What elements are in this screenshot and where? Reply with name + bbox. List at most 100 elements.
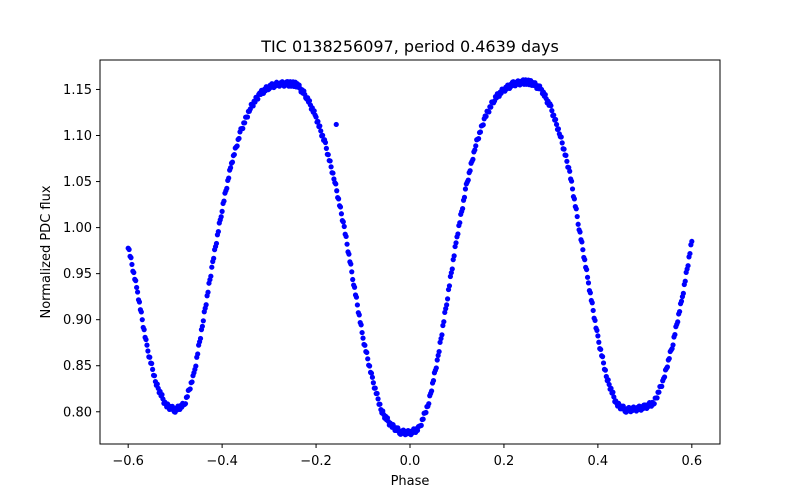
data-point: [461, 194, 468, 200]
data-point: [589, 300, 595, 306]
data-point: [141, 327, 147, 333]
y-tick-label: 1.10: [63, 129, 92, 144]
chart-title: TIC 0138256097, period 0.4639 days: [260, 37, 559, 56]
y-axis-label: Normalized PDC flux: [39, 185, 54, 318]
y-tick-label: 0.90: [63, 313, 92, 328]
data-point: [687, 250, 693, 257]
data-point: [590, 307, 596, 314]
data-point: [453, 240, 459, 246]
data-point: [200, 318, 206, 324]
data-point: [606, 381, 612, 388]
data-point: [323, 145, 329, 151]
data-point: [677, 308, 683, 315]
data-point: [580, 247, 586, 253]
data-point: [659, 383, 665, 389]
data-point: [203, 302, 209, 308]
data-point: [250, 103, 256, 109]
data-point: [569, 186, 576, 192]
data-point: [423, 409, 429, 416]
data-point: [608, 385, 614, 391]
data-point: [564, 158, 570, 164]
y-tick-label: 0.95: [63, 267, 92, 282]
data-point: [318, 128, 324, 134]
data-point: [240, 125, 246, 132]
data-point: [675, 319, 681, 325]
data-point: [338, 211, 345, 217]
data-point: [208, 273, 214, 279]
data-point: [244, 114, 251, 120]
data-point: [159, 392, 165, 398]
data-point: [599, 354, 606, 360]
data-point: [542, 92, 548, 98]
data-point: [460, 206, 466, 212]
y-tick-label: 1.05: [63, 175, 92, 190]
data-point: [369, 374, 376, 380]
data-point: [365, 356, 371, 362]
data-point: [234, 143, 240, 149]
data-point: [195, 351, 201, 357]
x-tick-label: −0.6: [112, 454, 144, 469]
data-point: [333, 181, 339, 187]
data-point: [549, 108, 555, 114]
data-point: [199, 323, 205, 329]
y-tick-label: 0.80: [63, 405, 92, 420]
data-point: [574, 213, 580, 220]
data-point: [138, 309, 144, 315]
data-point: [449, 266, 455, 272]
data-point: [359, 329, 365, 336]
data-point: [651, 401, 657, 407]
data-point: [255, 96, 261, 102]
data-point: [134, 289, 141, 295]
data-point: [306, 98, 313, 104]
data-point: [351, 284, 358, 290]
data-point: [219, 208, 225, 214]
data-point: [315, 118, 321, 125]
data-point: [327, 158, 333, 164]
data-point: [350, 276, 356, 283]
data-point: [444, 302, 450, 308]
data-point: [563, 152, 569, 158]
data-point: [555, 126, 562, 132]
data-point: [322, 139, 329, 146]
data-point: [475, 136, 482, 142]
data-point: [343, 233, 349, 240]
data-point: [418, 422, 424, 428]
data-point: [605, 377, 611, 383]
data-point: [579, 239, 585, 245]
data-point: [368, 370, 375, 376]
data-point: [144, 342, 150, 348]
x-tick-label: 0.2: [494, 454, 515, 469]
data-point: [150, 366, 156, 373]
x-tick-label: −0.4: [206, 454, 238, 469]
data-point: [145, 348, 151, 354]
data-point: [600, 360, 607, 366]
data-point: [584, 274, 591, 280]
data-point: [133, 278, 139, 284]
data-point: [356, 312, 362, 318]
data-point: [226, 175, 232, 181]
data-point: [571, 196, 577, 202]
data-point: [353, 294, 360, 300]
data-point: [611, 394, 617, 400]
data-point: [420, 416, 426, 422]
data-point: [154, 381, 160, 387]
data-point: [346, 251, 352, 257]
data-point: [439, 332, 445, 338]
data-point: [375, 396, 381, 402]
data-point: [465, 177, 471, 183]
data-point: [451, 253, 457, 259]
y-axis: 0.80 0.85 0.90 0.95 1.00 1.05 1.10 1.15: [63, 83, 100, 420]
data-point: [575, 221, 581, 227]
data-point: [221, 198, 227, 204]
data-point: [377, 401, 383, 407]
data-point: [182, 401, 189, 407]
data-point: [189, 379, 195, 385]
data-point: [374, 390, 380, 397]
data-point: [224, 185, 230, 191]
data-point: [131, 269, 137, 276]
data-point: [582, 257, 588, 263]
data-point: [666, 355, 672, 362]
data-point: [551, 112, 557, 118]
data-point: [313, 114, 319, 120]
